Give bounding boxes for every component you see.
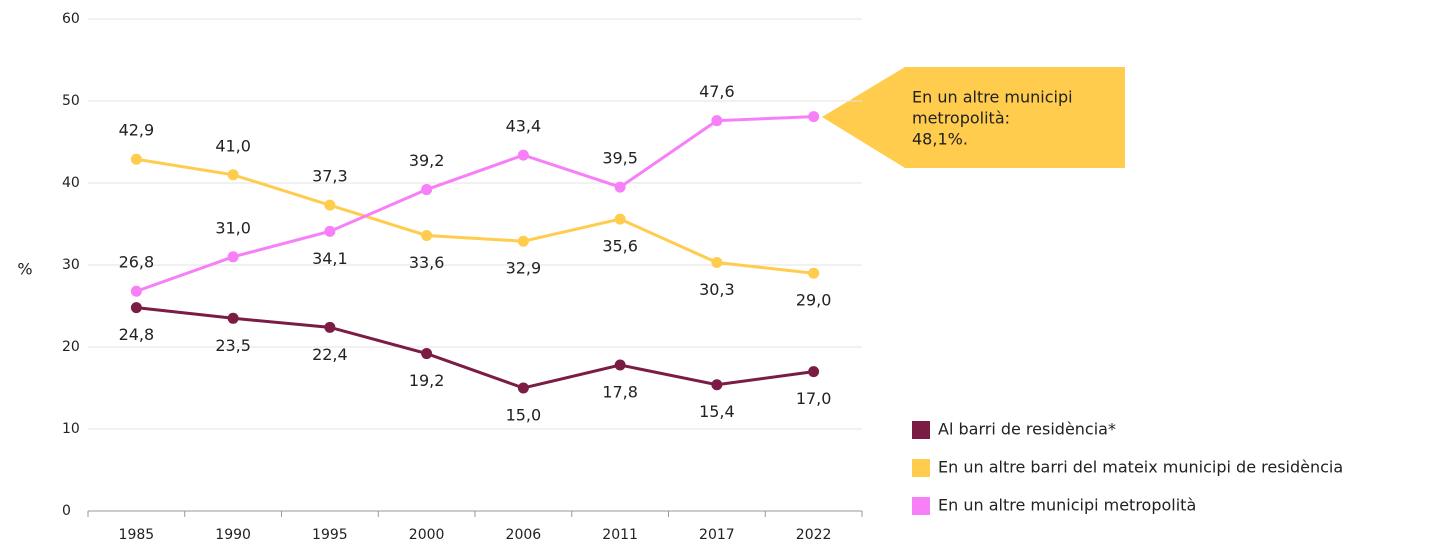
data-point [130,285,142,297]
data-label: 34,1 [312,249,348,268]
legend-swatch [912,459,930,477]
legend-label: En un altre barri del mateix municipi de… [938,458,1343,477]
data-point [614,213,626,225]
data-point [614,359,626,371]
data-label: 26,8 [119,253,155,272]
y-tick-label: 10 [62,421,80,437]
data-label: 31,0 [215,218,251,237]
x-tick-label: 2000 [409,527,445,542]
annotation-text: En un altre municipi [912,88,1073,107]
series-line [136,306,814,390]
data-label: 17,8 [602,383,638,402]
data-label: 30,3 [699,280,735,299]
data-point [421,184,433,196]
y-tick-label: 20 [62,339,80,355]
data-label: 35,6 [602,237,638,256]
data-point [324,199,336,211]
data-point [227,312,239,324]
y-tick-label: 40 [62,175,80,191]
data-point [324,225,336,237]
data-point [324,321,336,333]
data-point [421,229,433,241]
legend-swatch [912,421,930,439]
annotation-text: metropolità: [912,109,1010,128]
data-label: 19,2 [409,371,445,390]
data-point [517,235,529,247]
data-label: 39,5 [602,149,638,168]
x-tick-label: 2022 [796,527,832,542]
data-point [614,181,626,193]
data-point [227,251,239,263]
data-point [130,302,142,314]
data-point [808,111,820,123]
data-point [808,267,820,279]
data-label: 37,3 [312,167,348,186]
y-tick-label: 0 [62,503,71,519]
legend-label: En un altre municipi metropolità [938,496,1196,515]
data-point [227,169,239,181]
data-label: 22,4 [312,345,348,364]
data-point [711,257,723,269]
x-tick-label: 2017 [699,527,735,542]
x-tick-label: 2006 [506,527,542,542]
data-label: 42,9 [119,121,155,140]
data-point [130,153,142,165]
x-tick-label: 2011 [602,527,638,542]
data-label: 15,0 [506,406,542,425]
series-line [136,157,814,275]
data-point [711,379,723,391]
data-label: 47,6 [699,82,735,101]
data-point [711,115,723,127]
data-point [808,366,820,378]
y-tick-label: 50 [62,93,80,109]
x-tick-label: 1995 [312,527,348,542]
data-label: 17,0 [796,389,832,408]
data-label: 41,0 [215,136,251,155]
data-label: 33,6 [409,253,445,272]
x-tick-label: 1990 [215,527,251,542]
series-line [135,115,814,293]
legend-label: Al barri de residència* [938,420,1116,439]
data-label: 29,0 [796,291,832,310]
data-label: 15,4 [699,402,735,421]
data-label: 43,4 [506,117,542,136]
legend-swatch [912,497,930,515]
y-tick-label: 60 [62,11,80,27]
annotation-callout [822,67,1125,168]
annotation-text: 48,1%. [912,130,968,149]
data-point [421,348,433,360]
data-label: 24,8 [119,325,155,344]
y-axis-label: % [17,260,32,279]
x-tick-label: 1985 [119,527,155,542]
data-point [517,382,529,394]
y-tick-label: 30 [62,257,80,273]
data-label: 39,2 [409,151,445,170]
data-point [517,149,529,161]
data-label: 32,9 [506,259,542,278]
data-label: 23,5 [215,336,251,355]
